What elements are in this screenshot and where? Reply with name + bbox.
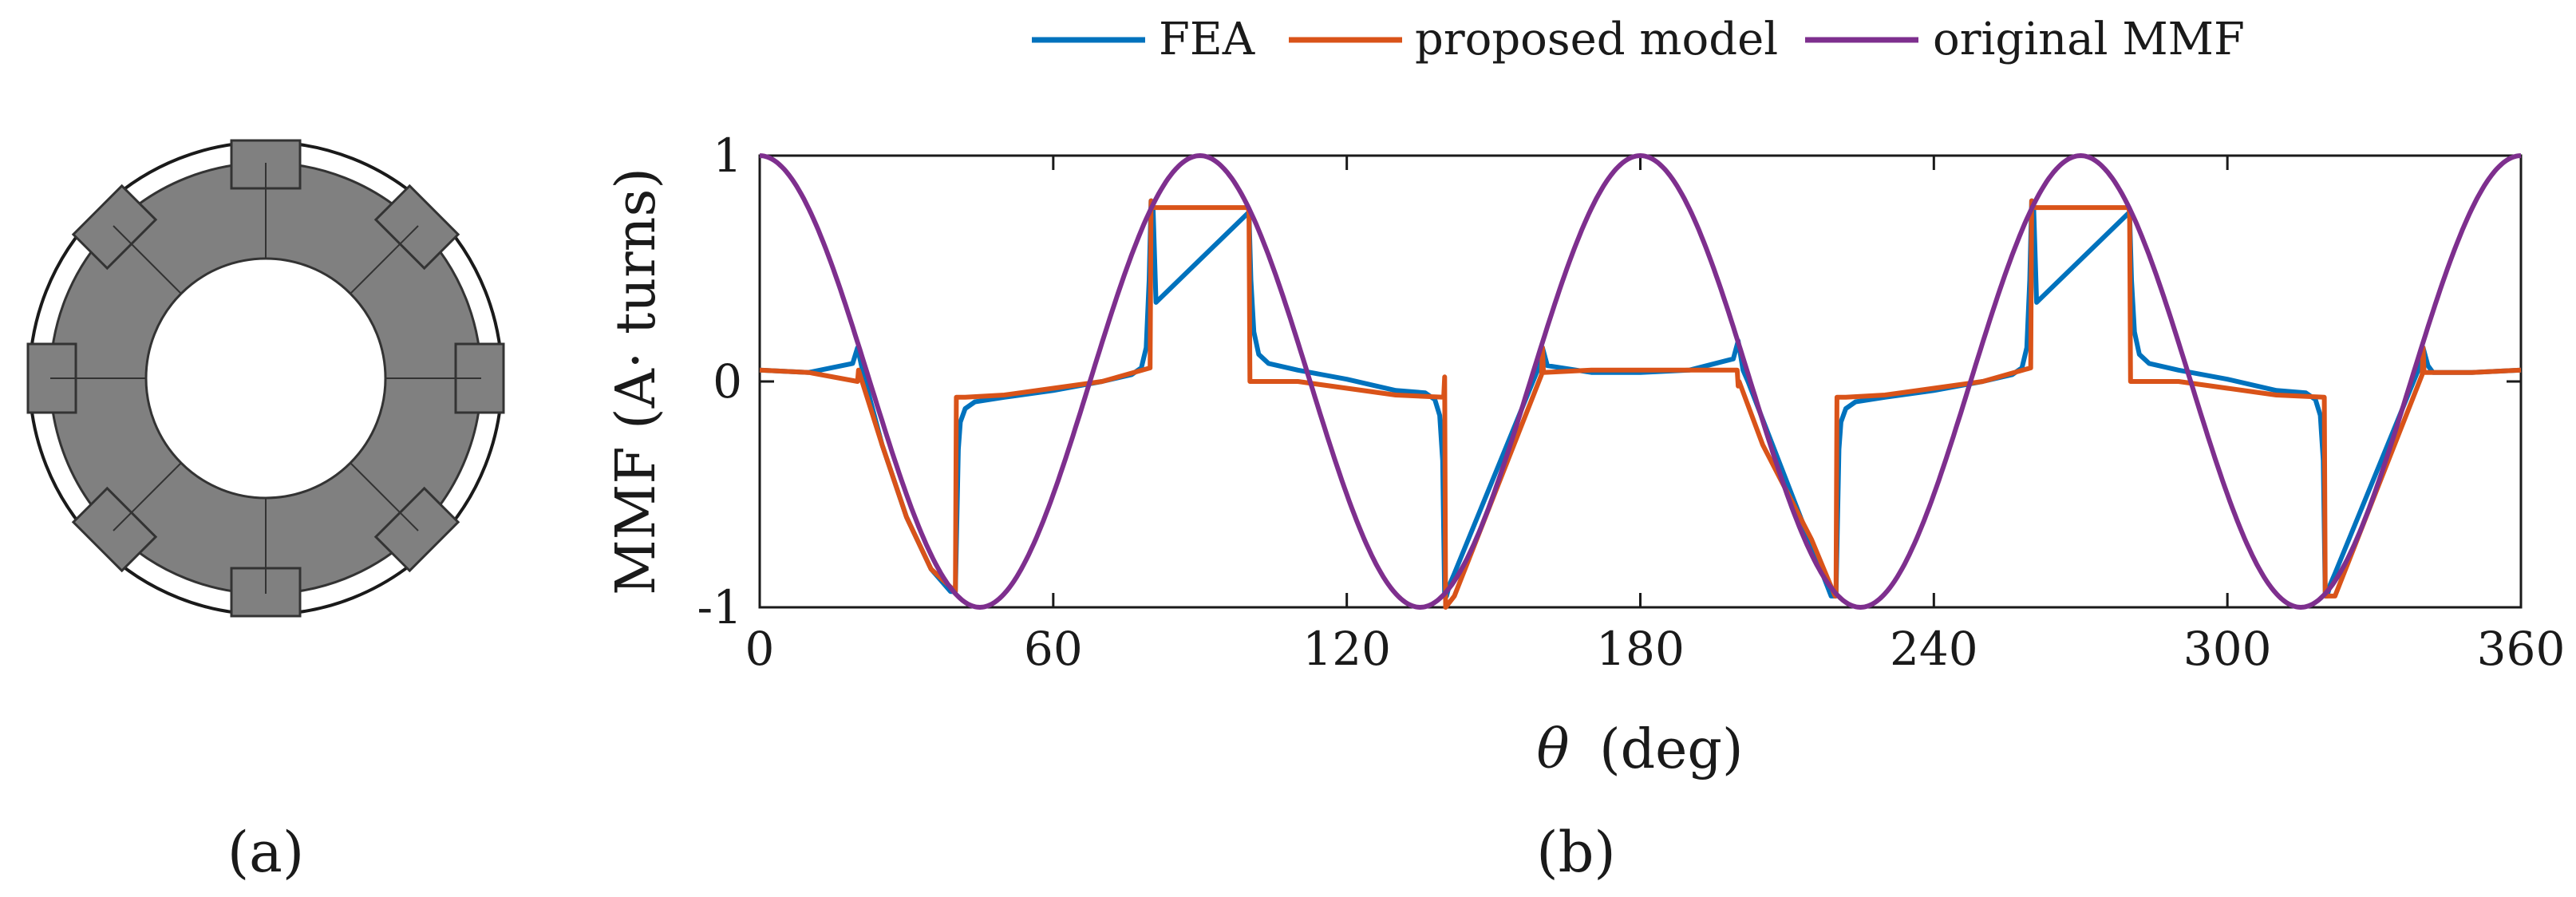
series-line-original-mmf	[759, 153, 2522, 610]
y-tick-label: 0	[713, 354, 742, 409]
panel-b-label: (b)	[1536, 820, 1615, 885]
x-tick-label: 240	[1890, 622, 1978, 676]
x-tick-label: 0	[745, 622, 775, 676]
x-axis-symbol: θ	[1537, 718, 1570, 781]
x-tick-label: 360	[2477, 622, 2566, 676]
panel-a-label: (a)	[227, 820, 304, 885]
series-line-proposed-model	[759, 198, 2522, 610]
plot-area-frame	[758, 154, 2523, 609]
stator-segment-lines	[50, 163, 481, 594]
segment-line	[350, 462, 419, 531]
segment-line	[113, 462, 182, 531]
x-axis-title: θ (deg)	[1537, 718, 1744, 781]
segment-line	[350, 225, 419, 294]
segment-line	[113, 225, 182, 294]
x-tick-label: 60	[1024, 622, 1083, 676]
legend: FEA proposed model original MMF	[1032, 14, 2245, 65]
x-tick-label: 120	[1302, 622, 1391, 676]
y-tick-label: 1	[713, 128, 742, 183]
legend-label-original-mmf: original MMF	[1933, 14, 2245, 65]
series-line-fea	[759, 198, 2522, 599]
x-axis-unit: (deg)	[1599, 718, 1743, 781]
legend-label-fea: FEA	[1159, 14, 1255, 65]
x-tick-label: 300	[2183, 622, 2272, 676]
series-layer	[759, 153, 2522, 610]
x-tick-label: 180	[1596, 622, 1685, 676]
axis-ticks: 0 60 120 180 240 300 360-101	[697, 128, 2566, 676]
y-axis-title: MMF (A· turns)	[605, 168, 668, 595]
legend-label-proposed-model: proposed model	[1415, 14, 1778, 65]
y-tick-label: -1	[697, 580, 743, 634]
panel-a-stator-drawing	[26, 139, 505, 618]
